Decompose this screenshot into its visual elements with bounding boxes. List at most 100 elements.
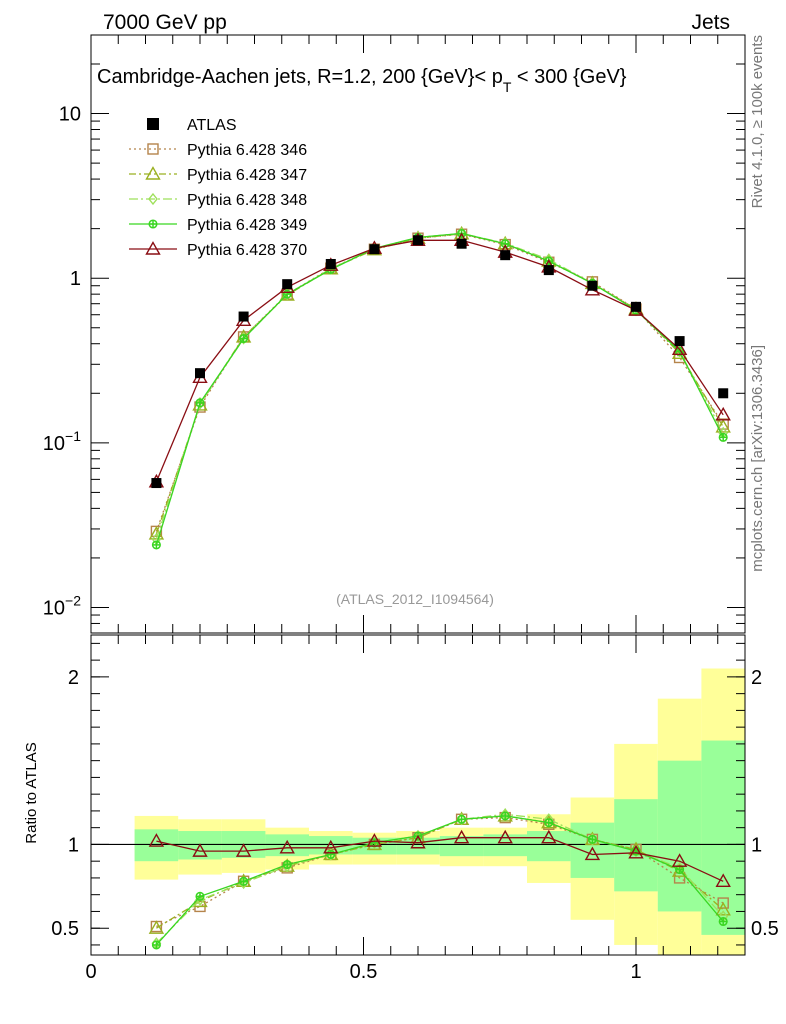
ratio-point: [631, 845, 641, 858]
ratio-point: [541, 829, 557, 844]
ratio-point: [323, 839, 339, 854]
series-point: [671, 341, 688, 355]
ratio-point: [195, 891, 205, 901]
series-point: [151, 540, 161, 550]
atlas-data-point: [587, 280, 598, 291]
atlas-data-point: [282, 279, 293, 290]
atlas-data-point: [543, 265, 554, 276]
ratio-point: [410, 834, 426, 849]
ratio-point: [584, 846, 601, 861]
atlas-data-point: [151, 478, 162, 489]
legend-atlas-marker: [147, 118, 159, 130]
main-y-tick-base: 10: [59, 104, 81, 126]
atlas-data-point: [369, 244, 380, 255]
legend-label: Pythia 6.428 370: [187, 242, 307, 259]
main-y-tick-label: 10−2: [43, 592, 81, 619]
header-left-label: 7000 GeV pp: [103, 11, 227, 34]
main-y-tick-base: 10: [43, 433, 65, 455]
ratio-point: [453, 829, 470, 844]
ratio-y-tick-label: 1: [68, 834, 79, 856]
ratio-axis-label: Ratio to ATLAS: [23, 742, 40, 843]
series-line: [155, 233, 724, 532]
ratio-point: [500, 811, 510, 821]
series-point: [238, 332, 249, 345]
ratio-point: [718, 916, 728, 927]
series-point: [718, 432, 728, 442]
ratio-axes: 0.5 0.5 1 1 2 2: [51, 635, 779, 955]
ratio-band-green: [657, 760, 702, 912]
ratio-band-green: [570, 822, 615, 878]
legend-marker: [147, 143, 159, 155]
atlas-data-point: [195, 368, 205, 379]
ratio-point: [279, 839, 295, 854]
atlas-data-point: [674, 336, 685, 347]
ratio-point: [715, 901, 731, 916]
atlas-data-point: [500, 250, 511, 261]
main-y-tick-exponent: −1: [65, 428, 81, 444]
ratio-series-pythia-6-428-370: [148, 829, 731, 887]
mcplots-reference-label: mcplots.cern.ch [arXiv:1306.3436]: [749, 345, 766, 572]
ratio-point: [195, 893, 205, 906]
chart-title-subscript: T: [503, 79, 512, 95]
main-y-tick-label: 10: [59, 104, 81, 126]
atlas-data-point: [631, 301, 641, 312]
ratio-point: [717, 897, 729, 909]
legend-label: Pythia 6.428 346: [187, 142, 307, 159]
main-y-tick-base: 10: [43, 597, 65, 619]
legend: ATLAS Pythia 6.428 346 Pythia 6.428 347 Pyt…: [129, 117, 307, 259]
ratio-point: [671, 853, 688, 867]
ratio-line: [155, 815, 724, 946]
ratio-point: [544, 818, 554, 828]
ratio-point: [456, 813, 467, 826]
legend-entry: Pythia 6.428 348: [129, 192, 307, 209]
ratio-band-green: [527, 831, 571, 862]
legend-label: Pythia 6.428 349: [187, 217, 307, 234]
ratio-point: [235, 843, 252, 857]
ratio-point: [587, 834, 597, 844]
ratio-point: [239, 876, 249, 886]
chart-title-tail: < 300 {GeV}: [511, 66, 626, 88]
main-y-tick-label: 1: [70, 268, 81, 290]
legend-entry-atlas: ATLAS: [147, 117, 237, 134]
legend-marker: [148, 192, 158, 206]
ratio-band-green: [439, 836, 484, 857]
series-line: [155, 239, 724, 483]
legend-marker: [145, 166, 161, 180]
legend-marker: [145, 241, 161, 255]
main-y-tick-exponent: −2: [65, 592, 81, 608]
chart-title: Cambridge-Aachen jets, R=1.2, 200 {GeV}<…: [97, 66, 627, 95]
x-tick-label: 1: [630, 961, 641, 983]
series-point: [456, 227, 467, 240]
atlas-data-point: [718, 388, 729, 399]
legend-label: Pythia 6.428 347: [187, 167, 307, 184]
ratio-point: [151, 940, 161, 950]
ratio-series-layer: [148, 808, 731, 950]
ratio-point: [497, 829, 513, 844]
atlas-data-layer: [151, 235, 729, 489]
atlas-data-point: [325, 258, 336, 269]
legend-entry: Pythia 6.428 346: [129, 142, 307, 159]
legend-marker: [148, 219, 158, 229]
ratio-point: [148, 920, 165, 934]
legend-entry: Pythia 6.428 370: [129, 241, 307, 259]
ratio-point: [282, 859, 292, 870]
legend-label: ATLAS: [187, 117, 237, 134]
ratio-line: [156, 837, 724, 882]
ratio-y-tick-label: 2: [68, 667, 79, 689]
atlas-data-point: [413, 235, 423, 246]
ratio-band-green: [701, 740, 745, 935]
ratio-point: [628, 844, 644, 859]
main-y-tick-label: 10−1: [43, 428, 81, 455]
atlas-data-point: [456, 238, 467, 249]
ratio-panel: [91, 668, 745, 955]
atlas-data-point: [238, 311, 249, 322]
ratio-y-tick-label-right: 1: [751, 834, 762, 856]
x-tick-label: 0: [85, 961, 96, 983]
series-point: [282, 289, 292, 299]
ratio-point: [148, 833, 165, 847]
chart-title-main: Cambridge-Aachen jets, R=1.2, 200 {GeV}<…: [97, 66, 503, 88]
series-point: [195, 397, 205, 410]
ratio-band-green: [265, 834, 309, 857]
ratio-series-pythia-6-428-349: [151, 811, 728, 950]
